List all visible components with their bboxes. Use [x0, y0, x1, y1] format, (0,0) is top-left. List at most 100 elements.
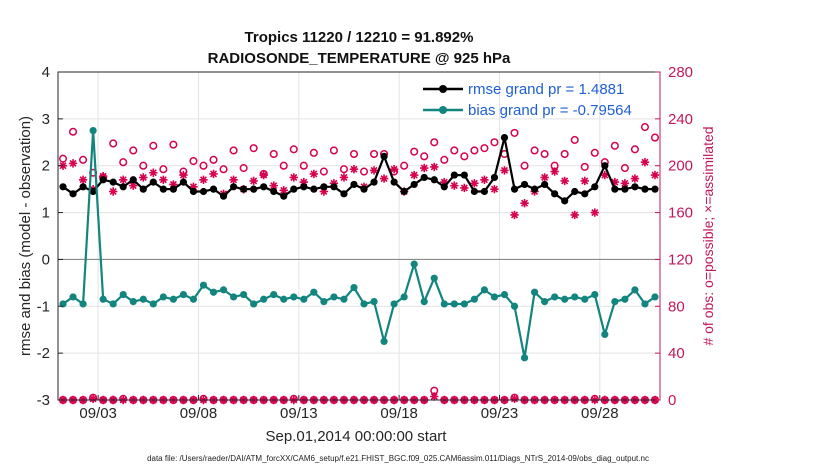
obs-assimilated-marker	[339, 173, 349, 182]
right-tick-label: 200	[668, 158, 693, 175]
obs-possible-marker	[169, 140, 178, 149]
bias-point	[410, 260, 418, 268]
rmse-point	[410, 180, 418, 189]
obs-possible-marker	[129, 146, 138, 155]
obs-possible-marker	[400, 161, 409, 170]
bias-point	[219, 286, 228, 294]
bias-point	[450, 300, 458, 308]
rmse-point	[370, 178, 378, 186]
obs-possible-marker	[580, 162, 589, 171]
obs-possible-marker	[219, 165, 228, 174]
obs-possible-marker	[370, 149, 379, 159]
obs-assimilated-marker	[550, 167, 559, 176]
obs-possible-marker	[440, 155, 449, 164]
bias-point	[510, 302, 519, 310]
bias-point	[460, 300, 468, 308]
bias-point	[500, 290, 509, 299]
obs-assimilated-marker	[249, 176, 258, 186]
obs-assimilated-marker	[189, 182, 198, 191]
obs-assimilated-marker	[68, 159, 78, 168]
obs-assimilated-marker	[570, 210, 579, 220]
bias-point	[149, 300, 157, 308]
obs-assimilated-marker	[540, 173, 549, 182]
obs-assimilated-marker	[590, 208, 599, 217]
rmse-point	[571, 187, 579, 196]
bias-point	[611, 298, 619, 306]
obs-assimilated-marker	[169, 180, 178, 189]
bias-point	[310, 288, 318, 296]
rmse-point	[159, 185, 167, 193]
obs-possible-marker	[319, 167, 328, 176]
obs-assimilated-marker	[159, 175, 168, 184]
obs-assimilated-bottom-marker	[88, 394, 98, 404]
obs-possible-marker	[570, 135, 579, 144]
obs-possible-marker	[490, 138, 499, 147]
obs-possible-marker	[359, 167, 369, 176]
x-tick-label: 09/23	[481, 405, 519, 422]
rmse-point	[310, 185, 318, 193]
bias-point	[601, 330, 609, 338]
obs-assimilated-marker	[409, 170, 419, 180]
rmse-point	[561, 197, 569, 205]
obs-possible-marker	[159, 165, 168, 174]
obs-possible-marker	[299, 161, 308, 170]
bias-point	[260, 295, 268, 303]
right-tick-label: 280	[668, 64, 693, 81]
obs-assimilated-marker	[269, 181, 278, 190]
obs-possible-marker	[349, 149, 359, 159]
x-tick-label: 09/03	[79, 405, 117, 422]
obs-possible-marker	[420, 152, 429, 161]
bias-point	[330, 293, 338, 301]
rmse-point	[290, 185, 298, 193]
obs-assimilated-marker	[450, 181, 459, 190]
bias-point	[370, 298, 378, 306]
rmse-point	[500, 134, 509, 142]
left-axis-ticks: 4 3 2 1 0 -1 -2 -3	[37, 64, 63, 409]
obs-assimilated-marker	[600, 170, 610, 180]
obs-assimilated-marker	[480, 175, 489, 184]
obs-assimilated-marker	[440, 177, 449, 187]
obs-assimilated-marker	[620, 179, 630, 188]
rmse-point	[460, 171, 468, 179]
obs-assimilated-marker	[108, 187, 118, 196]
bias-point	[480, 286, 489, 294]
obs-possible-marker	[209, 155, 218, 164]
rmse-point	[149, 178, 157, 186]
rmse-point	[219, 192, 228, 200]
obs-possible-marker	[69, 127, 78, 136]
left-axis-label: rmse and bias (model - observation)	[17, 116, 34, 356]
right-axis-ticks: 280 240 200 160 120 80 40 0	[655, 64, 693, 409]
rmse-point	[129, 176, 137, 184]
bias-point	[581, 295, 589, 303]
bias-point	[169, 295, 177, 303]
obs-assimilated-marker	[139, 173, 148, 182]
rmse-point	[179, 178, 188, 186]
obs-assimilated-marker	[289, 173, 298, 182]
bias-point	[59, 300, 67, 308]
obs-assimilated-marker	[640, 158, 650, 167]
bias-point	[561, 295, 569, 303]
bias-point	[89, 126, 97, 135]
rmse-point	[260, 183, 268, 191]
obs-assimilated-marker	[369, 166, 379, 175]
obs-assimilated-marker	[129, 181, 138, 190]
obs-possible-marker	[430, 138, 439, 147]
obs-assimilated-marker	[349, 165, 359, 174]
obs-possible-marker	[650, 133, 660, 142]
rmse-point	[199, 187, 208, 196]
obs-assimilated-marker	[309, 169, 319, 179]
bias-point	[179, 290, 188, 299]
rmse-point	[530, 185, 539, 193]
bias-point	[551, 293, 559, 301]
rmse-point	[229, 183, 238, 191]
obs-possible-marker	[630, 145, 639, 154]
obs-assimilated-marker	[179, 170, 188, 180]
obs-possible-marker	[640, 123, 650, 132]
bias-point	[79, 300, 87, 308]
obs-possible-marker	[329, 146, 338, 155]
legend-rmse-label: rmse grand pr = 1.4881	[468, 81, 624, 98]
bias-point	[571, 293, 579, 301]
obs-possible-marker	[410, 147, 419, 156]
bias-point	[350, 283, 358, 292]
